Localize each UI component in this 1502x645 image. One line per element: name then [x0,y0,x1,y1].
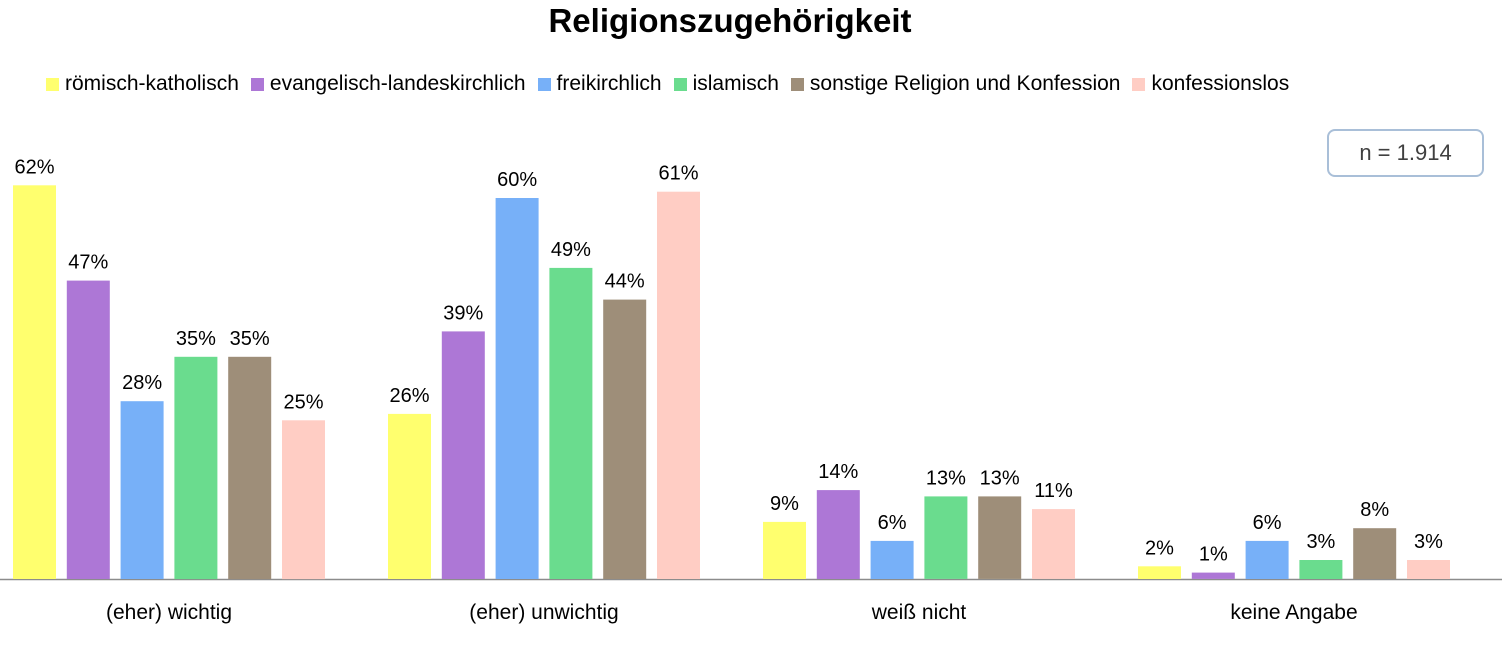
legend-label: sonstige Religion und Konfession [809,72,1121,95]
legend-swatch [46,77,59,91]
category-label: (eher) unwichtig [469,601,618,624]
category-label: (eher) wichtig [106,601,232,624]
data-label: 11% [1034,480,1073,502]
bar [549,267,593,579]
legend-item-roemisch-katholisch: römisch-katholisch [46,72,239,96]
data-label: 61% [658,163,698,185]
bar [495,198,539,579]
bar [603,299,647,579]
data-label: 60% [497,169,537,191]
bar [978,496,1022,579]
bar [1353,528,1397,579]
data-label: 9% [770,493,799,515]
legend-item-evangelisch-landeskirchlich: evangelisch-landeskirchlich [250,72,526,96]
legend-label: evangelisch-landeskirchlich [269,72,526,95]
bar [763,521,806,579]
bar [13,185,56,580]
legend-item-konfessionslos: konfessionslos [1132,72,1289,96]
bar [1407,560,1450,579]
data-label: 14% [818,461,858,483]
data-label: 1% [1199,544,1228,566]
bar [441,331,485,579]
data-label: 47% [68,252,108,274]
legend-swatch [790,77,804,91]
bar [924,496,968,579]
bar [870,540,914,579]
data-label: 13% [926,467,966,489]
legend-swatch [1132,77,1146,91]
legend-item-islamisch: islamisch [673,72,779,96]
bar [1299,560,1343,579]
data-label: 8% [1360,499,1389,521]
bar [1191,572,1235,579]
data-label: 44% [605,271,645,293]
legend-label: freikirchlich [556,72,662,95]
bar [388,413,431,579]
legend-swatch [673,77,687,91]
bar [1245,540,1289,579]
data-label: 2% [1145,537,1174,559]
data-label: 6% [1253,512,1282,534]
legend-swatch [537,77,551,91]
data-label: 25% [283,391,323,413]
legend-swatch [250,77,264,91]
bar [816,490,860,579]
bar [228,356,272,580]
bar [282,420,325,580]
sample-size-box: n = 1.914 [1327,129,1484,177]
data-label: 28% [122,372,162,394]
data-label: 6% [878,512,907,534]
legend-item-sonstige: sonstige Religion und Konfession [790,72,1121,96]
legend-item-freikirchlich: freikirchlich [537,72,662,96]
data-label: 39% [443,302,483,324]
category-label: weiß nicht [871,601,967,624]
bar [120,401,164,579]
bar [174,356,218,580]
legend-label: islamisch [692,72,779,95]
legend-label: konfessionslos [1151,72,1290,95]
bar [66,280,110,579]
data-label: 35% [176,328,216,350]
data-label: 62% [14,156,54,178]
data-label: 35% [230,328,270,350]
category-label: keine Angabe [1230,601,1357,624]
bar [657,191,700,579]
data-label: 13% [980,467,1020,489]
legend-label: römisch-katholisch [65,72,239,95]
data-label: 49% [551,239,591,261]
data-label: 26% [389,385,429,407]
bar [1032,509,1075,579]
data-label: 3% [1414,531,1443,553]
bar [1138,566,1181,579]
data-label: 3% [1306,531,1335,553]
chart-title: Religionszugehörigkeit [548,2,912,39]
legend: römisch-katholisch evangelisch-landeskir… [46,72,1301,96]
